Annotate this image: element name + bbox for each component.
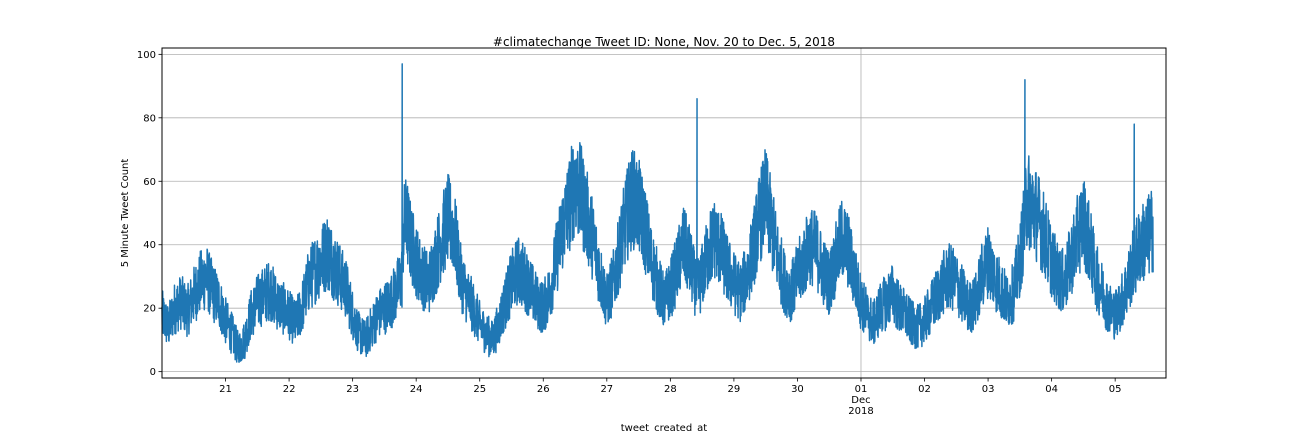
x-tick-month-label: Dec bbox=[851, 395, 870, 406]
x-tick-label: 27 bbox=[600, 384, 613, 395]
x-tick-label: 25 bbox=[473, 384, 486, 395]
x-tick-label: 28 bbox=[664, 384, 677, 395]
x-tick-year-label: 2018 bbox=[848, 406, 873, 417]
y-tick-label: 60 bbox=[143, 177, 156, 188]
series-line bbox=[161, 63, 1154, 363]
x-tick-label: 04 bbox=[1045, 384, 1058, 395]
y-axis-label: 5 Minute Tweet Count bbox=[120, 159, 131, 268]
x-tick-label: 21 bbox=[219, 384, 232, 395]
plot-frame bbox=[161, 47, 1167, 379]
x-tick-label: 03 bbox=[982, 384, 995, 395]
chart-title: #climatechange Tweet ID: None, Nov. 20 t… bbox=[493, 35, 835, 49]
x-tick-label: 22 bbox=[283, 384, 296, 395]
x-tick-label: 02 bbox=[918, 384, 931, 395]
x-tick-label: 05 bbox=[1109, 384, 1122, 395]
y-tick-label: 20 bbox=[143, 304, 156, 315]
x-tick-label: 26 bbox=[537, 384, 550, 395]
x-tick-label: 23 bbox=[346, 384, 359, 395]
x-tick-label: 24 bbox=[410, 384, 423, 395]
x-tick-label: 30 bbox=[791, 384, 804, 395]
y-axis: 0 20 40 60 80 100 bbox=[137, 50, 162, 378]
y-tick-label: 100 bbox=[137, 50, 156, 61]
series-path bbox=[161, 63, 1154, 363]
x-axis-label: tweet_created_at bbox=[621, 423, 708, 432]
y-tick-label: 80 bbox=[143, 113, 156, 124]
y-tick-label: 0 bbox=[150, 367, 156, 378]
y-tick-label: 40 bbox=[143, 240, 156, 251]
x-tick-label: 29 bbox=[728, 384, 741, 395]
x-tick-label: 01 bbox=[855, 384, 868, 395]
grid bbox=[162, 48, 1166, 378]
